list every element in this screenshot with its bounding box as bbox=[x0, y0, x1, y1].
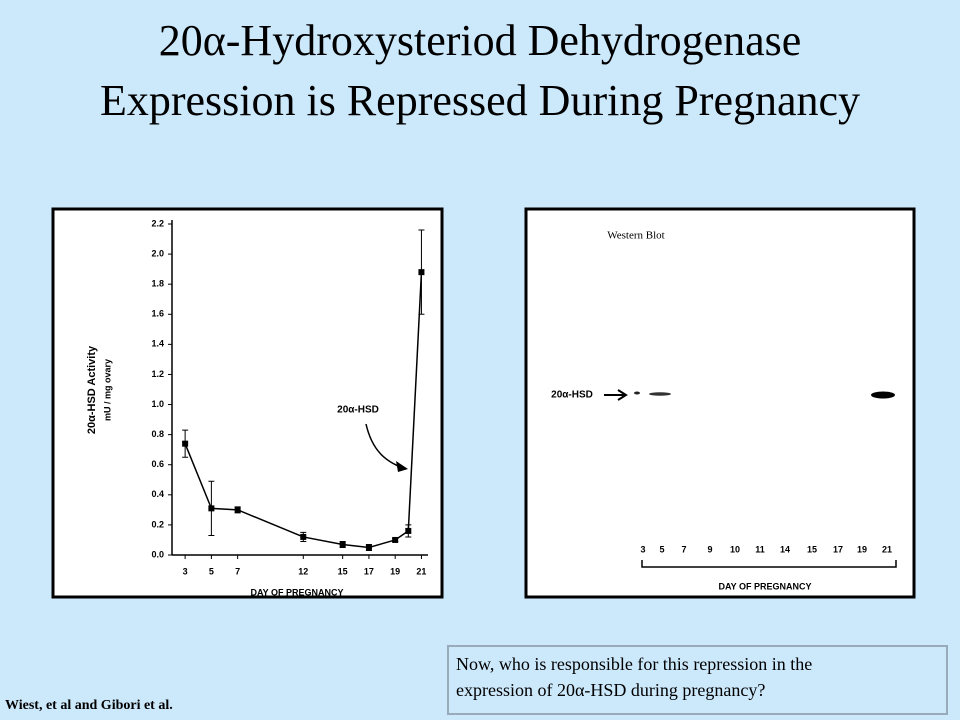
y-tick-label: 0.6 bbox=[151, 459, 164, 469]
y-tick-label: 0.8 bbox=[151, 429, 164, 439]
y-tick-label: 1.8 bbox=[151, 279, 164, 289]
x-tick-label: 3 bbox=[183, 566, 188, 576]
lane-label: 14 bbox=[780, 544, 790, 554]
lane-label: 7 bbox=[681, 544, 686, 554]
y-tick-label: 1.2 bbox=[151, 369, 164, 379]
y-axis-label: mU / mg ovary bbox=[102, 359, 112, 421]
point bbox=[392, 536, 399, 543]
question-box bbox=[447, 645, 948, 715]
lane-label: 15 bbox=[807, 544, 817, 554]
x-tick-label: 21 bbox=[416, 566, 426, 576]
band-label: 20α-HSD bbox=[551, 390, 593, 401]
y-tick-label: 2.2 bbox=[151, 218, 164, 228]
y-axis-label: 20α-HSD Activity bbox=[86, 345, 98, 434]
lane-label: 10 bbox=[730, 544, 740, 554]
lane-label: 19 bbox=[857, 544, 867, 554]
y-tick-label: 1.6 bbox=[151, 309, 164, 319]
title: Expression is Repressed During Pregnancy bbox=[100, 76, 860, 125]
band bbox=[649, 392, 671, 396]
y-tick-label: 1.4 bbox=[151, 339, 164, 349]
lane-label: 11 bbox=[755, 544, 765, 554]
citation: Wiest, et al and Gibori et al. bbox=[5, 698, 173, 713]
point bbox=[405, 527, 412, 534]
question: Now, who is responsible for this repress… bbox=[456, 654, 812, 674]
point bbox=[208, 505, 215, 512]
point bbox=[365, 544, 372, 551]
point bbox=[234, 506, 241, 513]
band bbox=[871, 391, 895, 399]
lane-label: 21 bbox=[882, 544, 892, 554]
band-arrow bbox=[604, 389, 628, 401]
chart-panel bbox=[51, 207, 444, 599]
y-tick-label: 0.2 bbox=[151, 519, 164, 529]
blot-x-label: DAY OF PREGNANCY bbox=[718, 581, 811, 591]
lane-label: 17 bbox=[833, 544, 843, 554]
x-axis-label: DAY OF PREGNANCY bbox=[250, 587, 343, 597]
x-tick-label: 12 bbox=[298, 566, 308, 576]
y-tick-label: 2.0 bbox=[151, 248, 164, 258]
question: expression of 20α-HSD during pregnancy? bbox=[456, 680, 765, 700]
lane-label: 9 bbox=[707, 544, 712, 554]
annotation-arrowhead bbox=[396, 461, 408, 472]
point bbox=[300, 533, 307, 540]
lane-label: 5 bbox=[659, 544, 664, 554]
point bbox=[339, 541, 346, 548]
title: 20α-Hydroxysteriod Dehydrogenase bbox=[159, 16, 802, 65]
x-tick-label: 17 bbox=[364, 566, 374, 576]
point bbox=[418, 269, 425, 276]
y-tick-label: 1.0 bbox=[151, 399, 164, 409]
lane-bracket bbox=[641, 560, 897, 568]
lane-label: 3 bbox=[640, 544, 645, 554]
point bbox=[182, 440, 189, 447]
x-tick-label: 19 bbox=[390, 566, 400, 576]
y-tick-label: 0.4 bbox=[151, 489, 164, 499]
x-tick-label: 7 bbox=[235, 566, 240, 576]
annotation: 20α-HSD bbox=[337, 405, 379, 416]
x-tick-label: 15 bbox=[338, 566, 348, 576]
x-tick-label: 5 bbox=[209, 566, 214, 576]
blot-panel bbox=[524, 207, 916, 599]
blot-title: Western Blot bbox=[607, 230, 664, 242]
band bbox=[634, 391, 640, 395]
y-tick-label: 0.0 bbox=[151, 549, 164, 559]
